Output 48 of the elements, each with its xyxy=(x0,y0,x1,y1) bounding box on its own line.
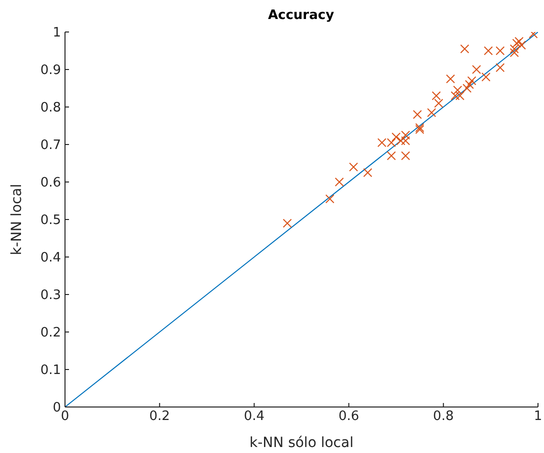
point xyxy=(460,44,470,54)
point xyxy=(325,194,334,204)
point xyxy=(282,218,292,228)
point xyxy=(334,178,344,186)
y-tick-label: 0.7 xyxy=(40,138,61,154)
y-tick-label: 0.9 xyxy=(40,63,61,78)
point xyxy=(514,36,524,46)
point xyxy=(349,162,358,172)
point xyxy=(432,91,441,100)
x-axis-title: k-NN sólo local xyxy=(250,435,354,451)
point xyxy=(510,48,519,58)
x-tick-label: 0.8 xyxy=(433,409,454,424)
y-tick-label: 0.2 xyxy=(40,326,61,341)
y-axis-title: k-NN local xyxy=(8,184,25,256)
point xyxy=(401,151,410,160)
point xyxy=(450,91,460,100)
point xyxy=(412,110,422,119)
point xyxy=(464,80,474,89)
chart-title: Accuracy xyxy=(266,8,336,25)
y-tick-label: 0.4 xyxy=(40,250,61,266)
point xyxy=(415,123,424,132)
point xyxy=(481,72,490,82)
x-tick-label: 0.6 xyxy=(338,409,360,424)
point xyxy=(496,63,505,72)
y-tick-label: 0.8 xyxy=(40,100,61,116)
point xyxy=(455,91,464,100)
point xyxy=(512,38,522,48)
y-tick-label: 0.1 xyxy=(40,363,61,378)
point xyxy=(467,76,476,86)
point xyxy=(427,108,436,118)
point xyxy=(446,74,455,84)
point xyxy=(496,46,505,56)
x-tick-label: 0.4 xyxy=(244,409,265,424)
y-tick-label: 0.6 xyxy=(40,176,61,191)
point xyxy=(386,151,396,160)
point xyxy=(415,125,424,134)
y-tick-label: 1 xyxy=(52,26,61,41)
x-tick-label: 0.2 xyxy=(149,409,170,424)
point xyxy=(510,44,519,54)
point xyxy=(472,65,482,74)
y-tick-label: 0.5 xyxy=(40,213,61,228)
y-tick-label: 0.3 xyxy=(40,288,61,304)
point xyxy=(434,98,444,108)
point xyxy=(401,136,410,146)
point xyxy=(516,40,526,50)
point xyxy=(484,46,493,56)
x-tick-label: 1 xyxy=(534,409,542,424)
point xyxy=(363,168,372,178)
